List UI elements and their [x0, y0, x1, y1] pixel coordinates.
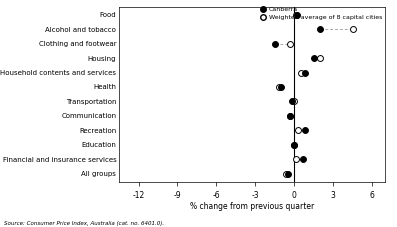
Point	[285, 172, 291, 175]
Point	[317, 27, 324, 31]
Point	[300, 157, 306, 161]
Point	[301, 71, 308, 74]
Point	[287, 114, 293, 118]
Point	[272, 42, 278, 45]
Point	[301, 128, 308, 132]
Point	[291, 100, 297, 103]
Point	[295, 128, 301, 132]
Legend: Canberra, Weighted average of 8 capital cities: Canberra, Weighted average of 8 capital …	[260, 6, 382, 20]
Point	[310, 56, 317, 60]
X-axis label: % change from previous quarter: % change from previous quarter	[190, 202, 314, 211]
Point	[292, 157, 299, 161]
Point	[292, 13, 299, 17]
Point	[287, 42, 293, 45]
Point	[317, 56, 324, 60]
Point	[349, 27, 356, 31]
Point	[287, 114, 293, 118]
Point	[278, 85, 285, 89]
Point	[291, 143, 297, 147]
Point	[294, 13, 300, 17]
Point	[276, 85, 282, 89]
Point	[298, 71, 304, 74]
Point	[289, 100, 295, 103]
Point	[283, 172, 290, 175]
Text: Source: Consumer Price Index, Australia (cat. no. 6401.0).: Source: Consumer Price Index, Australia …	[4, 221, 164, 226]
Point	[291, 143, 297, 147]
